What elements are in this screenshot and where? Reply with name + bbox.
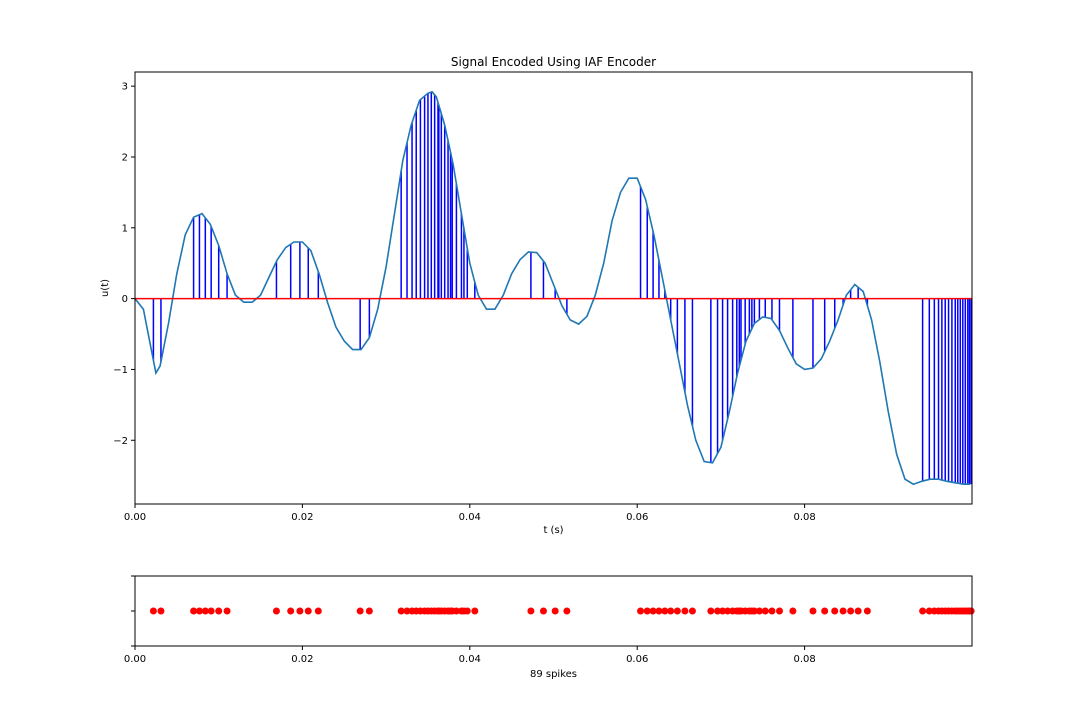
spike-dot [714, 607, 722, 615]
x-tick-label: 0.06 [626, 512, 648, 523]
spike-dot [643, 607, 651, 615]
spike-dot [223, 607, 231, 615]
spike-dot [735, 607, 743, 615]
spike-dot [551, 607, 559, 615]
raster-x-tick-label: 0.02 [291, 654, 313, 665]
spike-dot [655, 607, 663, 615]
spike-dot [563, 607, 571, 615]
spike-dot [673, 607, 681, 615]
spike-dots [149, 607, 975, 615]
spike-dot [661, 607, 669, 615]
spike-dot [925, 607, 933, 615]
spike-dot [649, 607, 657, 615]
spike-dot [207, 607, 215, 615]
spike-dot [839, 607, 847, 615]
raster-x-tick-label: 0.04 [459, 654, 481, 665]
spike-dot [435, 607, 443, 615]
spike-dot [460, 607, 468, 615]
spike-dot [667, 607, 675, 615]
chart-title: Signal Encoded Using IAF Encoder [451, 55, 656, 69]
spike-dot [755, 607, 763, 615]
spike-dot [809, 607, 817, 615]
raster-x-tick-label: 0.06 [626, 654, 648, 665]
spike-dot [201, 607, 209, 615]
spike-dot [149, 607, 157, 615]
spike-dot [157, 607, 165, 615]
spike-dot [195, 607, 203, 615]
spike-dot [821, 607, 829, 615]
spike-dot [863, 607, 871, 615]
spike-dot [365, 607, 373, 615]
spike-dot [719, 607, 727, 615]
raster-x-tick-label: 0.08 [793, 654, 815, 665]
x-tick-label: 0.08 [793, 512, 815, 523]
raster-x-axis-ticks: 0.00 0.02 0.04 0.06 0.08 [124, 646, 816, 665]
spike-dot [748, 607, 756, 615]
spike-dot [403, 607, 411, 615]
spike-dot [775, 607, 783, 615]
signal-plot: Signal Encoded Using IAF Encoder 0.00 0.0… [100, 55, 973, 536]
spike-dot [272, 607, 280, 615]
spike-dot [847, 607, 855, 615]
spike-dot [919, 607, 927, 615]
y-tick-label: 0 [122, 294, 128, 305]
spike-dot [724, 607, 732, 615]
x-axis-label: t (s) [543, 525, 563, 536]
y-axis-label: u(t) [100, 279, 111, 297]
spike-dot [854, 607, 862, 615]
spike-count-label: 89 spikes [530, 669, 577, 680]
spike-dot [527, 607, 535, 615]
spike-dot [681, 607, 689, 615]
y-tick-label: −2 [113, 436, 128, 447]
spike-dot [314, 607, 322, 615]
signal-line [134, 90, 971, 486]
spike-dot [304, 607, 312, 615]
spike-dot [190, 607, 198, 615]
spike-dot [447, 607, 455, 615]
spike-dot [539, 607, 547, 615]
spike-dot [471, 607, 479, 615]
spike-dot [397, 607, 405, 615]
y-tick-label: 3 [122, 82, 128, 93]
spike-dot [356, 607, 364, 615]
spike-dot [452, 607, 460, 615]
spike-dot [768, 607, 776, 615]
x-tick-label: 0.04 [459, 512, 481, 523]
x-axis-ticks: 0.00 0.02 0.04 0.06 0.08 [124, 504, 816, 523]
plot-frame [134, 71, 973, 505]
spike-dot [215, 607, 223, 615]
spike-dot [637, 607, 645, 615]
spike-dot [296, 607, 304, 615]
y-tick-label: −1 [113, 365, 128, 376]
y-axis-ticks: −2 −1 0 1 2 3 [113, 82, 135, 447]
spike-dot [761, 607, 769, 615]
x-tick-label: 0.02 [291, 512, 313, 523]
spike-dot [287, 607, 295, 615]
y-tick-label: 2 [122, 152, 128, 163]
raster-x-tick-label: 0.00 [124, 654, 146, 665]
spike-dot [831, 607, 839, 615]
spike-dot [707, 607, 715, 615]
spike-dot [688, 607, 696, 615]
spike-stems [152, 92, 972, 485]
spike-dot [789, 607, 797, 615]
spike-dot [967, 607, 975, 615]
spike-raster-plot: 0.00 0.02 0.04 0.06 0.08 89 spikes [124, 575, 975, 680]
x-tick-label: 0.00 [124, 512, 146, 523]
y-tick-label: 1 [122, 223, 128, 234]
